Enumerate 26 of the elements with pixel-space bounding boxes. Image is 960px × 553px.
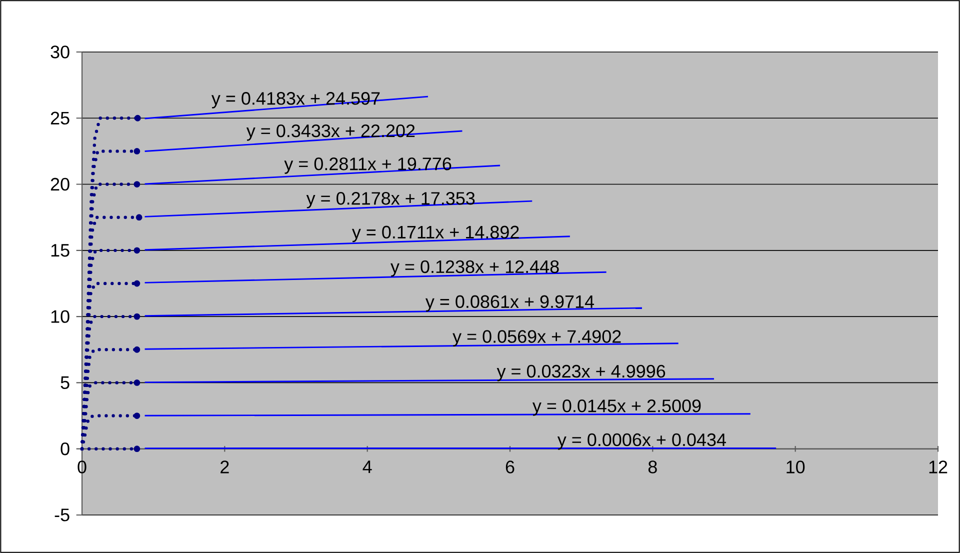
y-tick-label: -5 — [54, 508, 70, 522]
x-tick-label: 8 — [648, 460, 657, 474]
annotation: y = 0.1238x + 12.448 — [390, 260, 559, 277]
annotation: y = 0.2178x + 17.353 — [306, 192, 475, 208]
annotation: y = 0.0145x + 2.5009 — [532, 400, 701, 416]
y-tick-label: 5 — [60, 376, 70, 389]
x-tick-label: 4 — [362, 460, 372, 474]
y-tick-label: 0 — [60, 442, 70, 456]
annotation: y = 0.0861x + 9.9714 — [425, 295, 594, 312]
annotation: y = 0.0006x + 0.0434 — [557, 433, 726, 450]
y-tick-label: 10 — [51, 310, 70, 323]
annotation: y = 0.0569x + 7.4902 — [452, 330, 621, 346]
annotation: y = 0.0323x + 4.9996 — [496, 364, 666, 382]
x-tick-label: 6 — [506, 460, 514, 474]
annotation: y = 0.1711x + 14.892 — [352, 226, 519, 242]
y-tick-label: 30 — [50, 46, 70, 58]
x-tick-label: 2 — [220, 460, 229, 474]
x-tick-label: 10 — [786, 460, 805, 474]
annotation: y = 0.2811x + 19.776 — [284, 158, 452, 174]
y-tick-label: 15 — [51, 244, 70, 257]
x-tick-label: 12 — [929, 460, 948, 474]
annotation: y = 0.3433x + 22.202 — [246, 124, 415, 141]
annotation: y = 0.4183x + 24.597 — [211, 92, 380, 108]
y-tick-label: 20 — [50, 178, 70, 191]
x-tick-label: 0 — [78, 460, 86, 474]
y-tick-label: 25 — [50, 112, 70, 124]
